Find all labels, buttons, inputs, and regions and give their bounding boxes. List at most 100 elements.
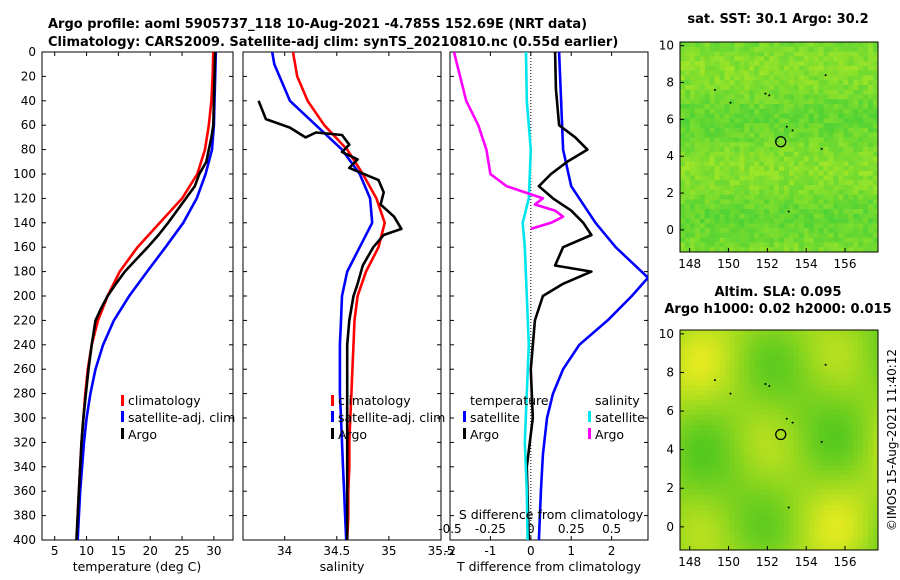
map-cell [704, 61, 711, 67]
map-cell [803, 42, 810, 48]
map-cell [729, 545, 735, 551]
map-cell [759, 470, 765, 476]
map-cell [749, 340, 755, 346]
map-cell [803, 156, 810, 162]
map-cell [759, 455, 765, 461]
map-cell [793, 123, 800, 129]
map-cell [808, 470, 815, 476]
map-cell [828, 375, 834, 381]
map-cell [793, 247, 800, 253]
map-cell [764, 385, 770, 391]
map-cell [828, 440, 834, 446]
map-cell [680, 470, 686, 476]
map-cell [684, 232, 691, 239]
map-cell [818, 46, 824, 52]
map-cell [803, 415, 810, 421]
map-cell [764, 470, 770, 476]
map-cell [694, 530, 701, 536]
map-cell [779, 470, 785, 476]
map-cell [808, 460, 815, 466]
map-cell [719, 510, 725, 516]
map-cell [714, 161, 720, 167]
map-cell [873, 370, 879, 376]
map-cell [788, 94, 795, 100]
map-cell [843, 147, 849, 153]
map-cell [749, 375, 755, 381]
map-cell [734, 132, 740, 138]
map-cell [863, 375, 869, 381]
map-cell [769, 147, 775, 153]
map-cell [714, 84, 720, 91]
map-cell [699, 540, 706, 546]
map-cell [769, 455, 775, 461]
map-cell [680, 410, 686, 416]
map-cell [744, 480, 750, 486]
map-cell [788, 490, 795, 496]
map-cell [823, 375, 829, 381]
map-cell [680, 237, 686, 243]
map-cell [719, 156, 725, 162]
map-cell [838, 520, 844, 526]
map-cell [769, 475, 775, 481]
map-cell [734, 370, 740, 376]
map-cell [764, 242, 770, 248]
map-cell [808, 61, 815, 67]
map-cell [798, 400, 805, 406]
map-cell [699, 89, 706, 95]
map-cell [769, 425, 775, 431]
map-cell [863, 535, 869, 541]
map-cell [724, 405, 730, 411]
map-cell [793, 113, 800, 119]
map-cell [858, 405, 864, 411]
map-cell [858, 420, 864, 426]
map-cell [823, 70, 829, 76]
map-cell [873, 80, 879, 86]
map-cell [783, 480, 790, 486]
map-cell [788, 510, 795, 516]
map-cell [838, 156, 844, 162]
map-cell [694, 156, 701, 162]
map-cell [734, 475, 740, 481]
map-cell [808, 360, 815, 366]
map-cell [783, 450, 790, 456]
map-cell [680, 395, 686, 401]
map-cell [873, 56, 879, 62]
map-cell [853, 530, 859, 536]
map-cell [873, 194, 879, 200]
map-cell [788, 242, 795, 248]
map-cell [858, 450, 864, 456]
map-cell [744, 170, 750, 177]
y-tick-label: 280 [13, 387, 36, 401]
map-cell [680, 223, 686, 229]
map-cell [798, 89, 805, 95]
map-cell [833, 147, 839, 153]
map-cell [719, 132, 725, 138]
map-cell [793, 335, 800, 341]
map-cell [828, 161, 834, 167]
map-cell [709, 535, 716, 541]
map-cell [783, 99, 790, 105]
map-cell [853, 355, 859, 361]
map-cell [769, 189, 775, 196]
map-cell [689, 375, 696, 381]
map-cell [764, 189, 770, 196]
map-y-tick-label: 8 [666, 365, 674, 379]
map-cell [868, 395, 874, 401]
map-cell [858, 525, 864, 531]
map-cell [719, 89, 725, 95]
map-cell [788, 415, 795, 421]
map-cell [694, 510, 701, 516]
map-cell [704, 228, 711, 234]
map-cell [689, 199, 696, 205]
map-cell [749, 455, 755, 461]
map-cell [754, 237, 760, 243]
map-cell [764, 147, 770, 153]
map-cell [714, 530, 720, 536]
map-cell [813, 185, 819, 191]
series-line-temperature-argo [525, 52, 593, 540]
map-cell [744, 505, 750, 511]
map-cell [813, 375, 819, 381]
map-cell [739, 480, 745, 486]
map-cell [803, 400, 810, 406]
map-cell [729, 460, 735, 466]
